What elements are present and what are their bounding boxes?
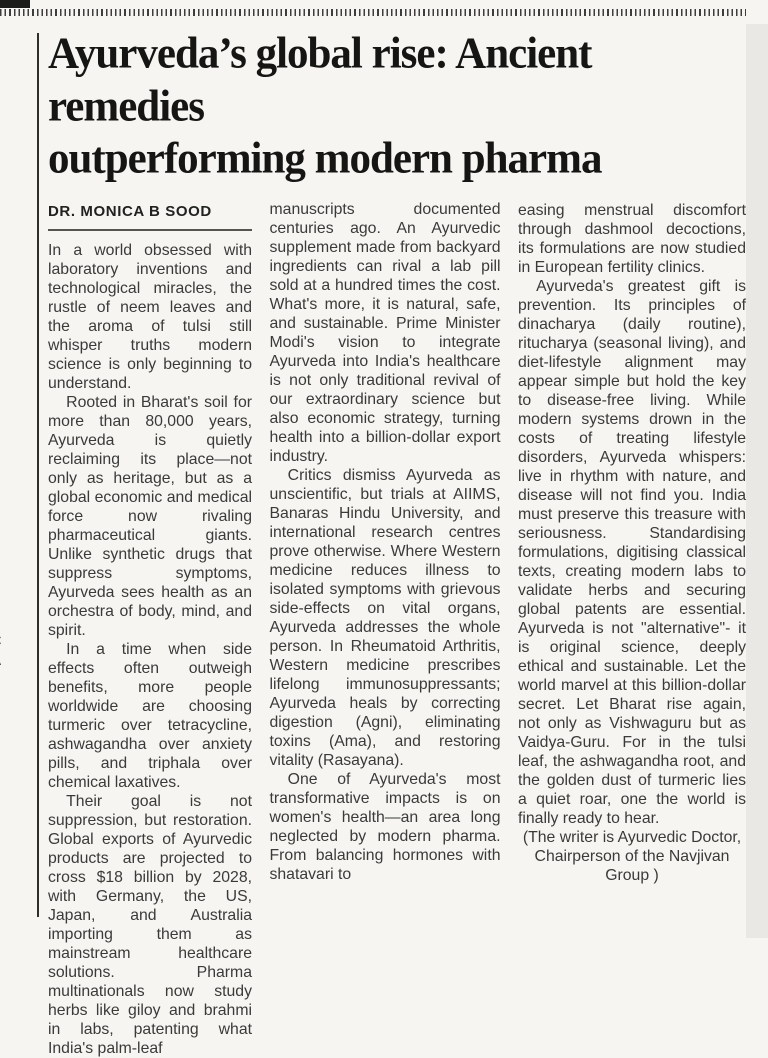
left-edge-clipped-text: - o d a s l o s e u S C A n t n a f - l … — [0, 404, 8, 924]
paragraph: One of Ayurveda's most transformative im… — [269, 771, 501, 884]
headline-line-1: Ayurveda’s global rise: Ancient remedies — [48, 29, 593, 131]
left-column-rule — [37, 33, 39, 917]
paragraph: In a time when side effects often outwei… — [48, 641, 252, 792]
paragraph: manuscripts documented centuries ago. An… — [269, 201, 501, 466]
top-dotted-rule — [0, 9, 746, 16]
paragraph: Ayurveda's greatest gift is prevention. … — [518, 278, 746, 828]
paragraph: easing menstrual discomfort through dash… — [518, 202, 746, 277]
top-left-registration-mark — [0, 0, 30, 8]
column-2: manuscripts documented centuries ago. An… — [270, 200, 501, 1058]
article: Ayurveda’s global rise: Ancient remedies… — [48, 28, 746, 1058]
headline: Ayurveda’s global rise: Ancient remedies… — [48, 28, 746, 186]
right-page-edge-strip — [746, 24, 768, 938]
headline-line-2: outperforming modern pharma — [48, 134, 602, 184]
byline: DR. MONICA B SOOD — [48, 203, 212, 221]
paragraph: Rooted in Bharat's soil for more than 80… — [48, 394, 252, 640]
byline-rule — [48, 229, 252, 232]
paragraph: Their goal is not suppression, but resto… — [48, 793, 252, 1058]
paragraph: Critics dismiss Ayurveda as unscientific… — [269, 467, 501, 770]
article-columns: DR. MONICA B SOOD In a world obsessed wi… — [48, 200, 746, 1058]
column-3: easing menstrual discomfort through dash… — [518, 200, 746, 1058]
writer-credit: (The writer is Ayurvedic Doctor, Chairpe… — [522, 829, 742, 885]
column-1: DR. MONICA B SOOD In a world obsessed wi… — [48, 200, 252, 1058]
left-edge-fragments-text: - o d a s l o s e u S C A n t n a f - l … — [0, 404, 8, 822]
paragraph: In a world obsessed with laboratory inve… — [48, 242, 252, 393]
